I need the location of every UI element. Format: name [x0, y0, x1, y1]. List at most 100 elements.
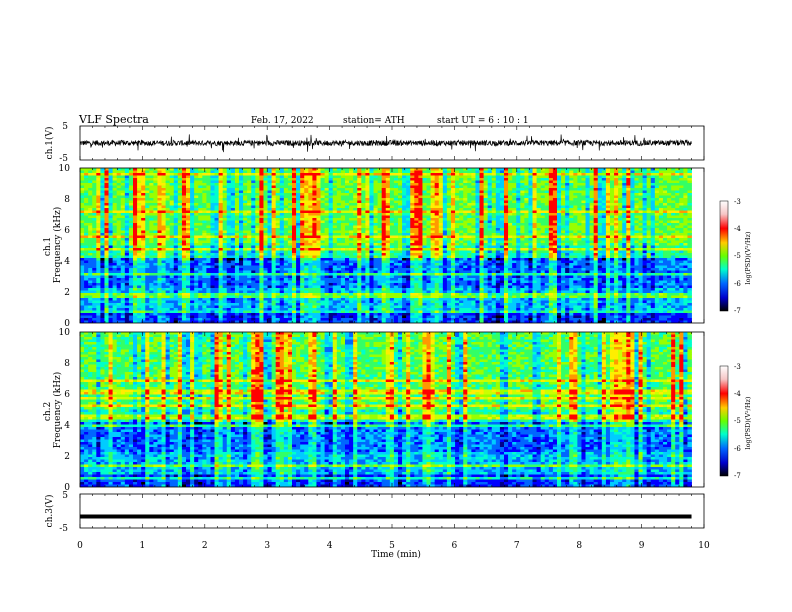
spectrogram-cell — [133, 183, 138, 186]
spectrogram-cell — [397, 193, 403, 196]
spectrogram-cell — [495, 223, 501, 226]
spectrogram-cell — [455, 245, 460, 249]
spectrogram-cell — [271, 248, 277, 251]
spectrogram-cell — [161, 173, 167, 176]
spectrogram-cell — [544, 168, 550, 171]
spectrogram-cell — [340, 213, 346, 216]
spectrogram-cell — [332, 180, 338, 184]
spectrogram-cell — [222, 225, 228, 229]
spectrogram-cell — [467, 210, 472, 214]
spectrogram-cell — [328, 200, 334, 204]
spectrogram-cell — [349, 243, 354, 246]
spectrogram-cell — [173, 188, 179, 191]
spectrogram-cell — [577, 223, 582, 226]
spectrogram-cell — [642, 243, 648, 246]
spectrogram-cell — [601, 215, 607, 219]
spectrogram-cell — [312, 170, 317, 174]
spectrogram-cell — [561, 200, 566, 204]
spectrogram-cell — [116, 190, 122, 194]
spectrogram-cell — [654, 198, 660, 201]
spectrogram-cell — [336, 215, 342, 219]
spectrogram-cell — [512, 208, 517, 211]
spectrogram-cell — [402, 173, 407, 176]
spectrogram-cell — [569, 195, 574, 199]
spectrogram-cell — [618, 173, 623, 176]
spectrogram-cell — [173, 208, 179, 211]
spectrogram-cell — [320, 233, 326, 236]
spectrogram-cell — [658, 243, 664, 246]
spectrogram-cell — [190, 245, 195, 249]
spectrogram-cell — [283, 203, 289, 206]
spectrogram-cell — [373, 193, 379, 196]
spectrogram-cell — [430, 215, 436, 219]
spectrogram-cell — [177, 205, 183, 209]
spectrogram-cell — [234, 248, 240, 251]
spectrogram-cell — [267, 218, 273, 221]
spectrogram-cell — [597, 228, 603, 231]
spectrogram-cell — [536, 178, 542, 181]
spectrogram-cell — [128, 195, 134, 199]
spectrogram-cell — [190, 193, 195, 196]
spectrogram-cell — [650, 210, 656, 214]
spectrogram-cell — [369, 223, 374, 226]
spectrogram-cell — [634, 208, 639, 211]
spectrogram-cell — [646, 183, 652, 186]
spectrogram-cell — [389, 208, 395, 211]
spectrogram-cell — [577, 218, 582, 221]
spectrogram-cell — [96, 188, 101, 191]
spectrogram-cell — [536, 235, 542, 239]
spectrogram-cell — [357, 200, 362, 204]
spectrogram-cell — [353, 210, 358, 214]
spectrogram-cell — [508, 210, 513, 214]
spectrogram-cell — [133, 223, 138, 226]
spectrogram-cell — [410, 175, 415, 179]
spectrogram-cell — [618, 170, 623, 174]
spectrogram-cell — [658, 205, 664, 209]
spectrogram-cell — [463, 233, 468, 236]
spectrogram-cell — [177, 220, 183, 224]
spectrogram-cell — [214, 213, 220, 216]
spectrogram-cell — [516, 208, 521, 211]
spectrogram-cell — [589, 183, 595, 186]
spectrogram-cell — [630, 208, 635, 211]
spectrogram-cell — [430, 210, 436, 214]
spectrogram-cell — [206, 225, 211, 229]
spectrogram-cell — [214, 248, 220, 251]
spectrogram-cell — [552, 185, 558, 189]
spectrogram-cell — [190, 235, 195, 239]
spectrogram-cell — [255, 185, 260, 189]
spectrogram-cell — [243, 225, 248, 229]
spectrogram-cell — [491, 205, 497, 209]
spectrogram-cell — [434, 185, 440, 189]
spectrogram-cell — [181, 210, 187, 214]
spectrogram-cell — [622, 195, 627, 199]
spectrogram-cell — [145, 230, 150, 234]
spectrogram-cell — [247, 205, 252, 209]
spectrogram-cell — [279, 240, 285, 244]
spectrogram-cell — [137, 178, 142, 181]
spectrogram-cell — [463, 178, 468, 181]
spectrogram-cell — [92, 215, 97, 219]
spectrogram-cell — [214, 195, 220, 199]
spectrogram-cell — [291, 220, 297, 224]
spectrogram-cell — [287, 235, 293, 239]
spectrogram-cell — [393, 245, 399, 249]
spectrogram-cell — [577, 245, 582, 249]
spectrogram-cell — [137, 238, 142, 241]
spectrogram-cell — [446, 193, 452, 196]
spectrogram-cell — [165, 215, 171, 219]
spectrogram-cell — [206, 223, 211, 226]
spectrogram-cell — [642, 213, 648, 216]
spectrogram-cell — [650, 230, 656, 234]
spectrogram-cell — [442, 178, 448, 181]
spectrogram-cell — [438, 173, 444, 176]
spectrogram-cell — [609, 188, 615, 191]
spectrogram-cell — [120, 228, 126, 231]
spectrogram-cell — [259, 240, 264, 244]
spectrogram-cell — [556, 200, 562, 204]
spectrogram-cell — [104, 183, 109, 186]
spectrogram-cell — [524, 220, 529, 224]
spectrogram-cell — [520, 210, 525, 214]
spectrogram-cell — [397, 170, 403, 174]
spectrogram-cell — [291, 243, 297, 246]
